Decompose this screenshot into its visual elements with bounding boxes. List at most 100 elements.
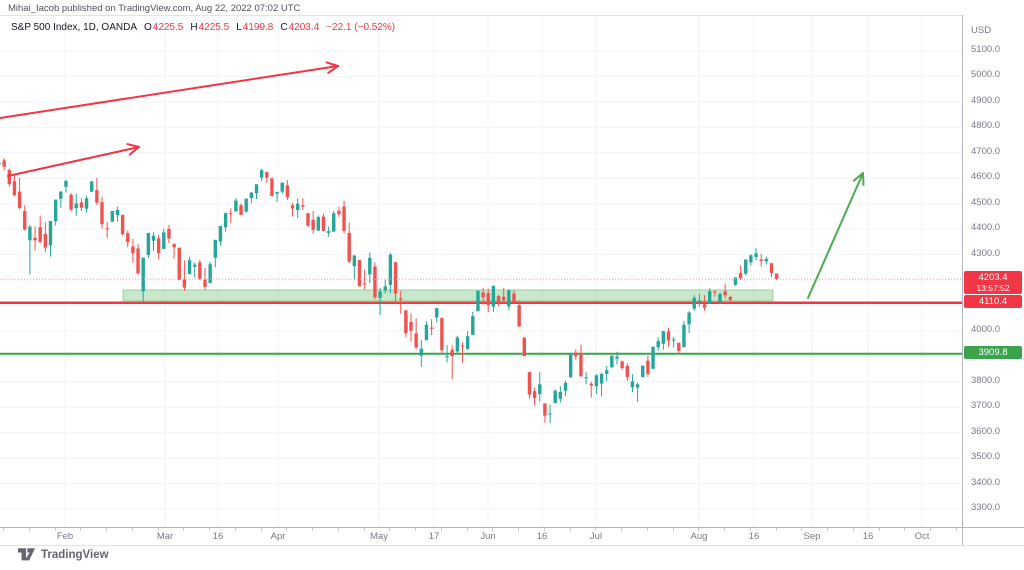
drawing-arrow-trend-upper[interactable]	[0, 61, 339, 119]
price-axis-label: 3400.0	[971, 476, 1001, 488]
time-tick	[852, 528, 854, 531]
time-tick	[80, 528, 82, 531]
price-axis-label: 4600.0	[971, 171, 1001, 183]
time-tick	[569, 528, 571, 531]
time-axis-label: Jul	[589, 531, 603, 542]
change-value: −22.1 (−0.52%)	[326, 22, 396, 33]
time-tick	[183, 528, 185, 531]
time-tick	[3, 528, 4, 531]
time-tick	[312, 528, 313, 531]
time-tick	[415, 528, 416, 531]
ohlc-values: O4225.5 H4225.5 L4199.8 C4203.4	[137, 22, 319, 33]
time-axis-label: Mar	[156, 531, 174, 542]
time-tick	[440, 528, 442, 531]
time-tick	[106, 528, 107, 531]
price-badge-resistance-line: 4110.4	[964, 294, 1022, 308]
time-tick	[878, 528, 880, 531]
time-tick	[595, 528, 597, 531]
drawing-arrow-projection[interactable]	[807, 172, 865, 299]
time-axis[interactable]: Feb Mar 16 Apr May 17 Jun 16 Jul Aug 16 Sep 16 Oct	[0, 527, 1024, 546]
time-tick	[337, 528, 339, 531]
time-tick	[543, 528, 545, 531]
time-axis-label: 16	[748, 531, 760, 542]
price-axis-label: 5100.0	[971, 44, 1001, 55]
time-tick	[672, 528, 674, 531]
time-tick	[827, 528, 828, 531]
ohlc-value: 4225.5	[198, 22, 230, 33]
price-axis-label: 4000.0	[971, 323, 1001, 335]
time-axis-label: 16	[212, 531, 224, 542]
price-axis-label: 3300.0	[971, 501, 1001, 513]
time-axis-label: Oct	[914, 531, 930, 542]
time-tick	[724, 528, 725, 531]
time-tick	[904, 528, 906, 531]
time-axis-label: Feb	[56, 531, 74, 542]
time-tick	[955, 528, 957, 531]
time-tick	[621, 528, 622, 531]
time-tick	[492, 528, 494, 531]
candles	[0, 157, 779, 424]
time-axis-label: Apr	[270, 531, 286, 542]
time-tick	[775, 528, 777, 531]
time-tick	[260, 528, 262, 531]
publish-attribution: Mihai_Iacob published on TradingView.com…	[8, 3, 301, 14]
price-axis-label: 3500.0	[971, 451, 1001, 463]
time-tick	[28, 528, 30, 531]
time-tick	[157, 528, 159, 531]
tradingview-logo-text: TradingView	[41, 548, 109, 561]
time-tick	[54, 528, 56, 531]
time-tick	[363, 528, 365, 531]
price-axis-label: 3700.0	[971, 400, 1001, 412]
price-axis-label: 4900.0	[971, 94, 1001, 106]
price-axis-label: 3800.0	[971, 374, 1001, 386]
price-axis-label: 5000.0	[971, 69, 1001, 81]
time-tick	[286, 528, 288, 531]
support-zone-rectangle[interactable]	[122, 289, 774, 302]
ohlc-label: C	[280, 22, 288, 33]
symbol-legend[interactable]: S&P 500 Index, 1D, OANDA O4225.5 H4225.5 L4…	[11, 22, 395, 33]
time-tick	[131, 528, 133, 531]
time-tick	[518, 528, 519, 531]
currency-label: USD	[971, 25, 992, 36]
price-axis-label: 3600.0	[971, 425, 1001, 437]
time-axis-label: Jun	[480, 531, 496, 542]
price-axis[interactable]: USD 5100.0 5000.0 4900.0 4800.0 4700.0 4600.0…	[962, 15, 1024, 527]
ohlc-value: 4203.4	[288, 22, 320, 33]
axis-corner-separator	[962, 528, 963, 545]
price-axis-label: 4800.0	[971, 120, 1001, 132]
time-axis-label: 16	[536, 531, 548, 542]
chart-canvas[interactable]	[0, 16, 962, 528]
symbol-title: S&P 500 Index, 1D, OANDA	[11, 22, 137, 33]
ohlc-value: 4199.8	[242, 22, 274, 33]
price-axis-label: 4500.0	[971, 196, 1001, 208]
chart-pane: S&P 500 Index, 1D, OANDA O4225.5 H4225.5 L4…	[0, 15, 962, 528]
time-axis-label: May	[370, 531, 388, 542]
tradingview-logo-icon	[18, 548, 35, 561]
time-axis-label: 17	[428, 531, 440, 542]
time-tick	[234, 528, 236, 531]
time-tick	[646, 528, 648, 531]
time-tick	[389, 528, 391, 531]
ohlc-label: H	[190, 22, 198, 33]
time-tick	[466, 528, 468, 531]
grid-lines	[0, 16, 962, 528]
drawing-arrow-trend-lower[interactable]	[7, 143, 140, 177]
price-axis-label: 4400.0	[971, 222, 1001, 234]
price-badge-support-line: 3909.8	[964, 345, 1022, 359]
ohlc-label: O	[144, 22, 152, 33]
time-tick	[930, 528, 931, 531]
price-axis-label: 4300.0	[971, 247, 1001, 259]
ohlc-label: L	[236, 22, 242, 33]
time-tick	[698, 528, 700, 531]
time-tick	[209, 528, 210, 531]
time-tick	[749, 528, 751, 531]
tradingview-logo[interactable]: TradingView	[18, 548, 109, 561]
price-badge-current-price: 4203.4 13:57:52	[964, 271, 1022, 295]
price-axis-label: 4700.0	[971, 145, 1001, 157]
time-axis-label: Aug	[690, 531, 708, 542]
ohlc-value: 4225.5	[152, 22, 184, 33]
time-axis-label: Sep	[803, 531, 821, 542]
time-tick	[801, 528, 803, 531]
time-axis-label: 16	[862, 531, 874, 542]
